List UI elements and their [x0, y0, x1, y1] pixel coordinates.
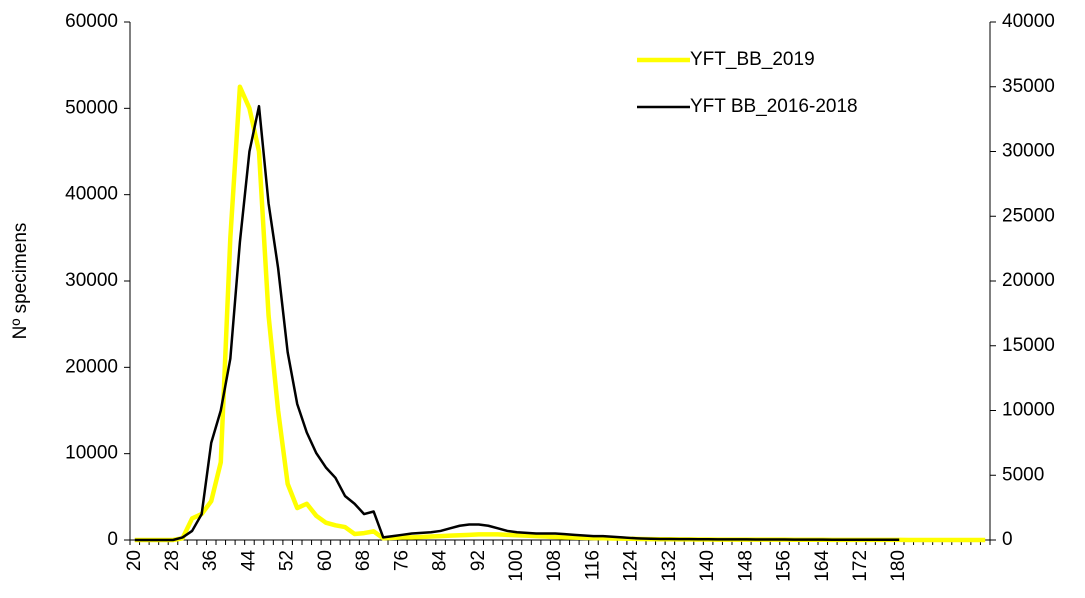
- x-tick-label: 92: [468, 550, 489, 571]
- y2-tick-label: 15000: [1002, 335, 1055, 356]
- y-tick-label: 10000: [65, 443, 118, 464]
- y2-tick-label: 25000: [1002, 205, 1055, 226]
- y2-tick-label: 5000: [1002, 464, 1044, 485]
- y-tick-label: 50000: [65, 97, 118, 118]
- y-tick-label: 30000: [65, 270, 118, 291]
- x-tick-label: 44: [238, 550, 259, 572]
- x-tick-label: 20: [124, 550, 145, 571]
- x-tick-label: 76: [391, 550, 412, 571]
- x-tick-label: 180: [888, 550, 909, 582]
- x-tick-label: 164: [812, 550, 833, 582]
- series-line: [134, 104, 900, 542]
- x-tick-label: 28: [162, 550, 183, 571]
- x-tick-label: 140: [697, 550, 718, 582]
- y-tick-label: 60000: [65, 11, 118, 32]
- legend-label: YFT_BB_2019: [690, 49, 815, 70]
- y-tick-label: 20000: [65, 356, 118, 377]
- x-tick-label: 100: [506, 550, 527, 582]
- x-tick-label: 84: [430, 550, 451, 572]
- x-tick-label: 156: [774, 550, 795, 582]
- x-tick-label: 60: [315, 550, 336, 571]
- legend-label: YFT BB_2016-2018: [690, 96, 858, 117]
- y2-tick-label: 40000: [1002, 11, 1055, 32]
- x-tick-label: 52: [277, 550, 298, 571]
- x-tick-label: 124: [621, 550, 642, 582]
- y-tick-label: 0: [107, 529, 118, 550]
- y2-tick-label: 0: [1002, 529, 1013, 550]
- x-tick-label: 68: [353, 550, 374, 571]
- y-tick-label: 40000: [65, 184, 118, 205]
- y2-tick-label: 20000: [1002, 270, 1055, 291]
- y2-tick-label: 35000: [1002, 76, 1055, 97]
- x-tick-label: 172: [850, 550, 871, 582]
- series-line: [134, 84, 986, 543]
- x-tick-label: 108: [544, 550, 565, 582]
- x-tick-label: 148: [735, 550, 756, 582]
- y2-tick-label: 30000: [1002, 141, 1055, 162]
- y2-tick-label: 10000: [1002, 400, 1055, 421]
- y-axis-title: Nº specimens: [10, 223, 31, 340]
- x-tick-label: 36: [200, 550, 221, 571]
- x-tick-label: 116: [582, 550, 603, 580]
- x-tick-label: 132: [659, 550, 680, 582]
